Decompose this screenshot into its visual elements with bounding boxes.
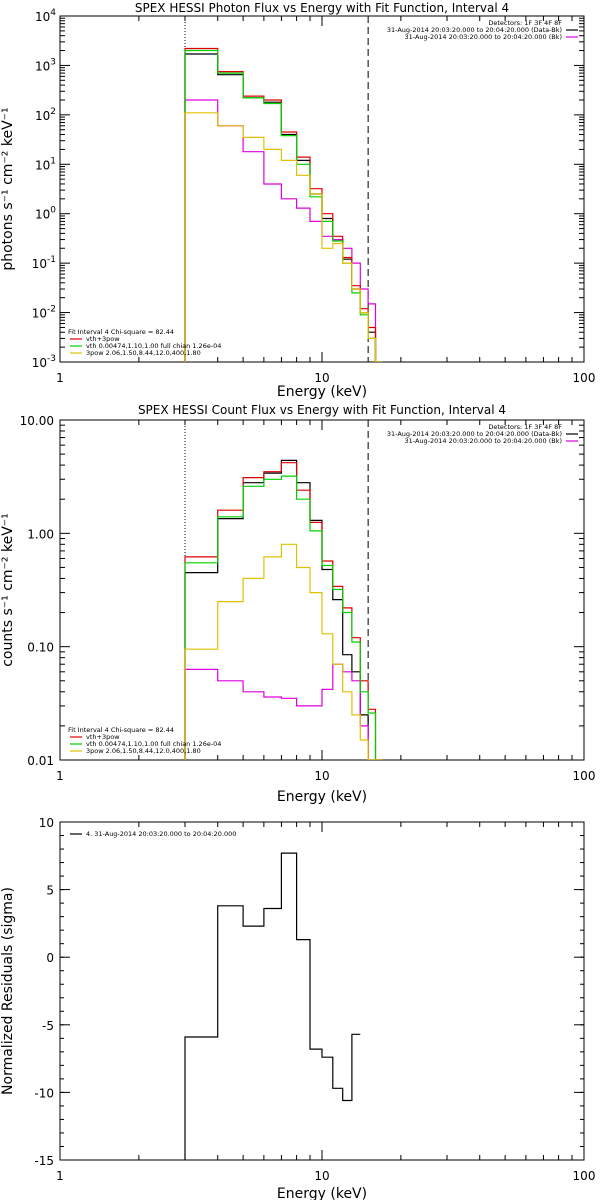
y-tick-label: 5 xyxy=(46,884,54,898)
y-tick-exponent: 2 xyxy=(50,107,56,117)
photon-flux-panel: SPEX HESSI Photon Flux vs Energy with Fi… xyxy=(0,1,595,400)
series-line-1 xyxy=(184,663,383,760)
count-flux-panel: SPEX HESSI Count Flux vs Energy with Fit… xyxy=(0,403,595,805)
legend-entry: Detectors: 1F 3F 4F 8F xyxy=(488,423,562,431)
legend-entry: 31-Aug-2014 20:03:20.000 to 20:04:20.000… xyxy=(405,33,562,41)
legend-entry: 31-Aug-2014 20:03:20.000 to 20:04:20.000… xyxy=(405,437,562,445)
y-axis-label: photons s⁻¹ cm⁻² keV⁻¹ xyxy=(0,107,16,270)
legend-entry: Fit Interval 4 Chi-square = 82.44 xyxy=(68,726,174,734)
y-tick-label: 103 xyxy=(35,57,56,73)
x-tick-label: 10 xyxy=(314,371,329,385)
plot-frame xyxy=(59,419,585,761)
y-tick-label: 100 xyxy=(35,206,56,222)
y-tick-label: 102 xyxy=(35,107,56,123)
series-line-4 xyxy=(184,112,383,362)
y-tick-label: 10-2 xyxy=(32,305,56,321)
legend-entry: vth+3pow xyxy=(86,335,120,343)
y-axis-label: counts s⁻¹ cm⁻² keV⁻¹ xyxy=(0,513,16,667)
legend-entry: 31-Aug-2014 20:03:20.000 to 20:04:20.000… xyxy=(387,26,562,34)
y-tick-label: 101 xyxy=(35,156,56,172)
legend-entry: 4. 31-Aug-2014 20:03:20.000 to 20:04:20.… xyxy=(86,830,236,838)
legend-entry: vth 0.00474,1.10,1.00 full chian 1.26e-0… xyxy=(86,342,221,350)
series-line-3 xyxy=(184,475,383,760)
plot-frame xyxy=(59,821,585,1161)
series-line-4 xyxy=(184,543,383,760)
y-tick-label: -15 xyxy=(34,1154,54,1168)
y-tick-exponent: 0 xyxy=(50,206,56,216)
x-tick-label: 1 xyxy=(56,769,64,783)
chart-title: SPEX HESSI Photon Flux vs Energy with Fi… xyxy=(135,1,509,15)
legend-entry: Fit Interval 4 Chi-square = 82.44 xyxy=(68,328,174,336)
y-tick-label: 10.00 xyxy=(20,414,54,428)
y-axis-label: Normalized Residuals (sigma) xyxy=(0,887,16,1095)
y-tick-label: 10-1 xyxy=(32,255,56,271)
x-tick-label: 1 xyxy=(56,1169,64,1183)
y-tick-exponent: 4 xyxy=(50,8,56,18)
y-tick-label: 104 xyxy=(35,8,56,24)
x-tick-label: 10 xyxy=(314,1169,329,1183)
legend-entry: vth 0.00474,1.10,1.00 full chian 1.26e-0… xyxy=(86,740,221,748)
x-axis-label: Energy (keV) xyxy=(277,1186,367,1200)
y-tick-exponent: 1 xyxy=(50,156,56,166)
chart-title: SPEX HESSI Count Flux vs Energy with Fit… xyxy=(138,403,506,417)
legend-entry: 3pow 2.06,1.50,8.44,12.0,400,1.80 xyxy=(86,747,201,755)
y-tick-exponent: -1 xyxy=(47,255,56,265)
x-tick-label: 100 xyxy=(573,769,596,783)
series-line-0 xyxy=(184,852,361,1160)
x-tick-label: 10 xyxy=(314,769,329,783)
x-axis-label: Energy (keV) xyxy=(277,789,367,805)
residuals-panel: 1 10 100 -15 -10 -5 0 5 10 Energy (keV) Normalized… xyxy=(0,816,595,1200)
y-tick-exponent: -2 xyxy=(47,305,56,315)
x-tick-label: 1 xyxy=(56,371,64,385)
x-axis-label: Energy (keV) xyxy=(277,384,367,400)
legend-entry: Detectors: 1F 3F 4F 8F xyxy=(488,19,562,27)
y-tick-exponent: 3 xyxy=(50,57,56,67)
series-line-1 xyxy=(184,99,383,362)
y-tick-label: 10 xyxy=(39,816,54,830)
legend-entry: vth+3pow xyxy=(86,733,120,741)
x-tick-label: 100 xyxy=(573,1169,596,1183)
legend-entry: 31-Aug-2014 20:03:20.000 to 20:04:20.000… xyxy=(387,430,562,438)
y-tick-label: -10 xyxy=(34,1086,54,1100)
y-tick-label: 10-3 xyxy=(32,354,56,370)
legend-entry: 3pow 2.06,1.50,8.44,12.0,400,1.80 xyxy=(86,349,201,357)
y-tick-label: -5 xyxy=(42,1019,54,1033)
y-tick-exponent: -3 xyxy=(47,354,56,364)
series-line-2 xyxy=(184,47,383,362)
series-line-3 xyxy=(184,49,383,362)
y-tick-label: 0.10 xyxy=(27,641,54,655)
y-tick-label: 0.01 xyxy=(27,754,54,768)
y-tick-label: 0 xyxy=(46,951,54,965)
y-tick-label: 1.00 xyxy=(27,527,54,541)
x-tick-label: 100 xyxy=(573,371,596,385)
